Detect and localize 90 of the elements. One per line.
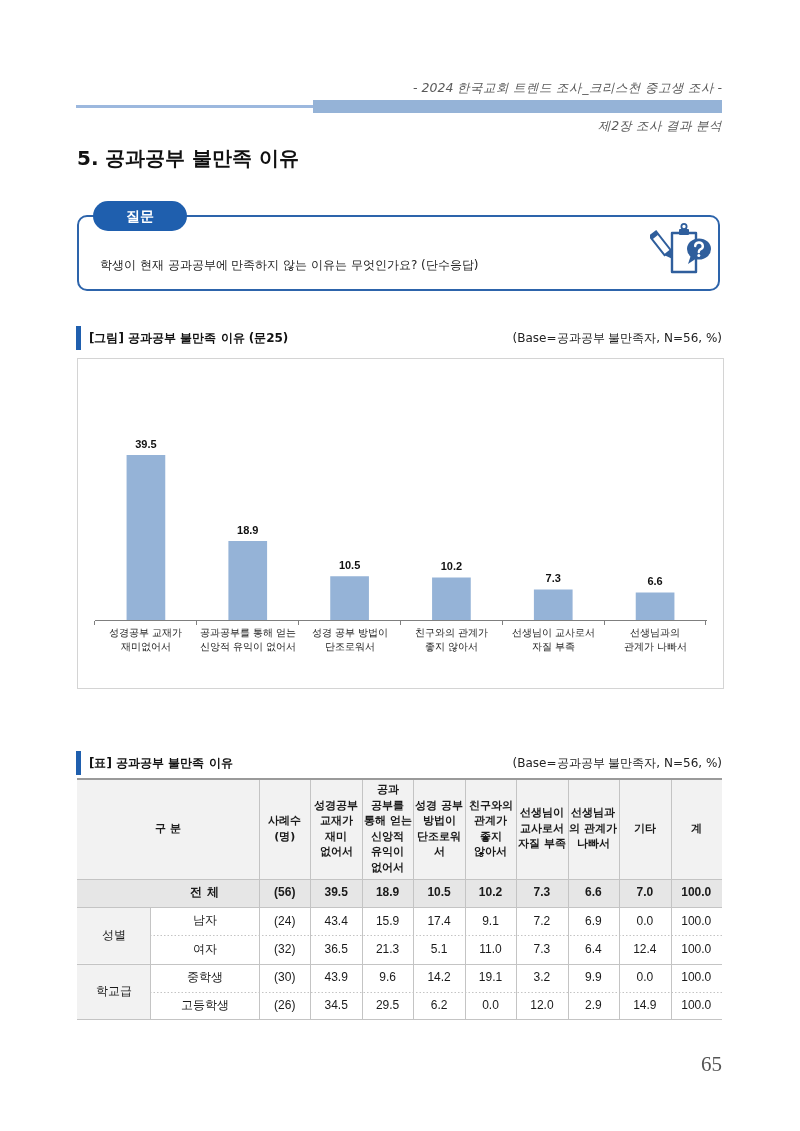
data-label: 21.3 bbox=[375, 941, 400, 956]
text: 성별 bbox=[101, 927, 126, 942]
data-label: 43.4 bbox=[324, 913, 349, 928]
bar bbox=[330, 576, 369, 620]
x-tick-label: 선생님과의 관계가 나빠서 bbox=[623, 627, 687, 653]
data-label: 6.9 bbox=[585, 913, 603, 928]
x-tick-label: 성경 공부 방법이 단조로워서 bbox=[415, 798, 463, 859]
data-label: (32) bbox=[274, 941, 296, 956]
data-label: 0.0 bbox=[482, 998, 500, 1013]
y-axis-title: 구 분 bbox=[155, 821, 181, 835]
data-label: 19.1 bbox=[478, 970, 503, 985]
x-tick-label: 공과공부를 통해 얻는 신앙적 유익이 없어서 bbox=[199, 627, 296, 653]
data-label: 34.5 bbox=[324, 998, 349, 1013]
data-label: 10.5 bbox=[338, 558, 361, 571]
data-label: 6.6 bbox=[647, 574, 663, 587]
x-tick-label: 계 bbox=[690, 821, 702, 835]
bar bbox=[533, 589, 573, 620]
data-label: (24) bbox=[274, 913, 296, 928]
data-label: 100.0 bbox=[681, 885, 712, 900]
data-label: 10.2 bbox=[478, 885, 503, 900]
text: - 2024 한국교회 트렌드 조사_크리스천 중고생 조사 - bbox=[413, 80, 722, 95]
data-label: 17.4 bbox=[427, 913, 452, 928]
data-label: 18.9 bbox=[237, 523, 259, 536]
x-tick-label: 친구와의 관계가 좋지 않아서 bbox=[414, 627, 488, 653]
data-label: (30) bbox=[274, 970, 296, 985]
data-label: 10.2 bbox=[440, 559, 463, 572]
data-label: 7.2 bbox=[533, 913, 551, 928]
data-label: 39.5 bbox=[135, 437, 157, 450]
text: [표] 공과공부 불만족 이유 bbox=[89, 756, 233, 771]
bar bbox=[635, 592, 675, 620]
chart-subtitle: (Base=공과공부 불만족자, N=56, %) bbox=[512, 756, 722, 771]
data-label: 6.6 bbox=[585, 885, 603, 900]
data-label: 9.1 bbox=[482, 913, 500, 928]
data-label: 9.9 bbox=[585, 970, 603, 985]
data-label: 100.0 bbox=[681, 941, 712, 956]
y-tick-label: 고등학생 bbox=[180, 998, 229, 1013]
data-label: 12.0 bbox=[530, 998, 554, 1013]
y-tick-label: 여자 bbox=[192, 941, 217, 956]
x-tick-label: 선생님이 교사로서 자질 부족 bbox=[518, 806, 566, 851]
text: 학교급 bbox=[95, 983, 132, 998]
data-label: 0.0 bbox=[636, 970, 654, 985]
y-tick-label: 남자 bbox=[192, 913, 217, 928]
data-label: 100.0 bbox=[681, 913, 712, 928]
chart-title: [그림] 공과공부 불만족 이유 (문25) bbox=[89, 331, 289, 346]
data-label: 15.9 bbox=[375, 913, 400, 928]
data-label: 18.9 bbox=[375, 885, 400, 900]
x-tick-label: 선생님이 교사로서 자질 부족 bbox=[511, 627, 595, 653]
data-label: 10.5 bbox=[427, 885, 452, 900]
text: 질문 bbox=[125, 207, 155, 225]
text: 학생이 현재 공과공부에 만족하지 않는 이유는 무엇인가요? (단수응답) bbox=[100, 257, 479, 273]
data-label: 14.9 bbox=[633, 998, 657, 1013]
data-label: 100.0 bbox=[681, 998, 712, 1013]
text: 65 bbox=[701, 1052, 722, 1076]
data-label: 0.0 bbox=[636, 913, 654, 928]
data-label: 43.9 bbox=[324, 970, 349, 985]
x-tick-label: 공과 공부를 통해 얻는 신앙적 유익이 없어서 bbox=[363, 783, 412, 874]
bar bbox=[228, 541, 268, 620]
data-label: 6.2 bbox=[430, 998, 448, 1013]
data-label: 5.1 bbox=[430, 941, 448, 956]
text: 제2장 조사 결과 분석 bbox=[598, 118, 722, 133]
x-tick-label: 성경공부 교재가 재미없어서 bbox=[109, 627, 183, 653]
x-tick-label: 사례수 (명) bbox=[268, 814, 302, 843]
chart-subtitle: (Base=공과공부 불만족자, N=56, %) bbox=[512, 331, 722, 346]
x-tick-label: 기타 bbox=[633, 821, 656, 835]
data-label: 11.0 bbox=[479, 941, 503, 956]
data-label: 12.4 bbox=[633, 941, 657, 956]
bar bbox=[432, 577, 471, 620]
y-tick-label: 중학생 bbox=[186, 969, 223, 984]
data-label: 9.6 bbox=[379, 970, 397, 985]
bar bbox=[126, 455, 166, 620]
data-label: (56) bbox=[274, 885, 296, 900]
data-label: 7.3 bbox=[533, 941, 551, 956]
data-label: (26) bbox=[274, 998, 296, 1013]
x-tick-label: 친구와의 관계가 좋지 않아서 bbox=[468, 798, 513, 859]
data-label: 39.5 bbox=[324, 885, 349, 900]
data-label: 14.2 bbox=[427, 970, 452, 985]
x-tick-label: 선생님과의 관계가 나빠서 bbox=[569, 806, 618, 851]
data-label: 3.2 bbox=[533, 970, 551, 985]
data-label: 6.4 bbox=[585, 941, 603, 956]
data-label: 2.9 bbox=[585, 998, 603, 1013]
data-label: 100.0 bbox=[681, 970, 712, 985]
text: 5. 공과공부 불만족 이유 bbox=[77, 146, 300, 170]
data-label: 7.3 bbox=[545, 572, 561, 585]
x-tick-label: 성경공부 교재가 재미 없어서 bbox=[314, 798, 359, 859]
data-label: 7.3 bbox=[533, 885, 551, 900]
data-label: 36.5 bbox=[324, 941, 349, 956]
data-label: 29.5 bbox=[375, 998, 400, 1013]
x-tick-label: 성경 공부 방법이 단조로워서 bbox=[311, 627, 388, 653]
data-label: 7.0 bbox=[636, 885, 654, 900]
y-tick-label: 전 체 bbox=[190, 885, 219, 900]
